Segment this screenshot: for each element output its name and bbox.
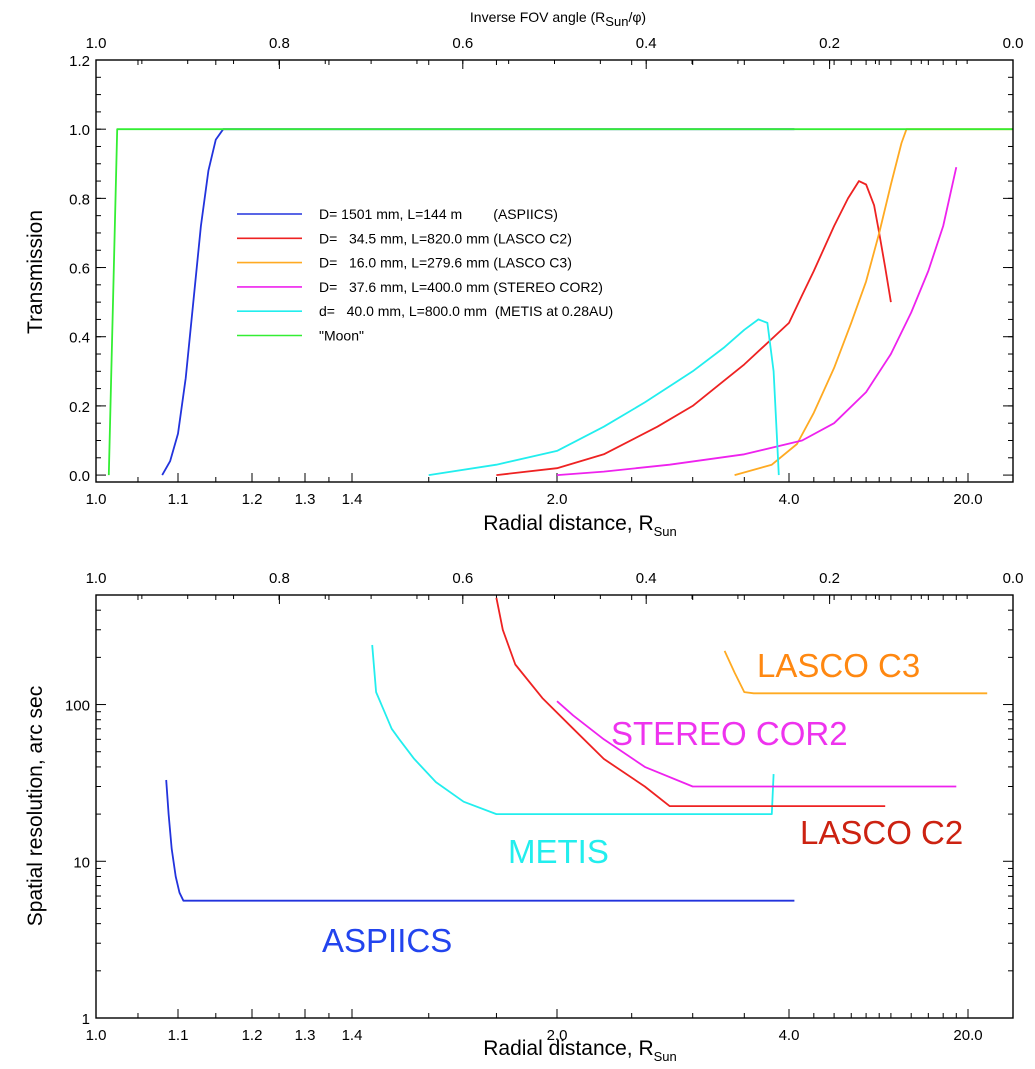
x-tick-label: 2.0 [547,491,568,508]
series-label-stereo-cor2: STEREO COR2 [611,715,848,752]
x-tick-label: 1.1 [168,491,189,508]
y-tick-label: 1.0 [69,122,90,139]
x-axis-title: Radial distance, RSun [483,1037,677,1064]
series-line-moon [107,128,1013,476]
x-tick-label: 4.0 [779,1027,800,1044]
y-tick-label: 0.2 [69,399,90,416]
legend-label: D= 16.0 mm, L=279.6 mm (LASCO C3) [319,255,572,271]
top-tick-label: 0.2 [819,570,840,587]
legend-label: D= 34.5 mm, L=820.0 mm (LASCO C2) [319,230,572,246]
y-tick-label: 1.2 [69,53,90,70]
top-tick-label: 0.8 [269,35,290,52]
legend-label: D= 37.6 mm, L=400.0 mm (STEREO COR2) [319,279,603,295]
x-tick-label: 1.1 [168,1027,189,1044]
series-group [165,597,988,902]
plot-frame [95,59,1014,483]
top-tick-label: 0.0 [1003,35,1024,52]
x-tick-label: 2.0 [547,1027,568,1044]
series-label-aspiics: ASPIICS [322,922,452,959]
series-labels: ASPIICS METIS LASCO C2 STEREO COR2 LASCO C3 [322,647,963,959]
x-tick-label: 4.0 [779,491,800,508]
y-axis-title: Spatial resolution, arc sec [24,686,47,926]
axes-ticks: 1.0 1.1 1.2 1.3 1.4 2.0 4.0 20.0 1.0 0.8 0.6 0.4 0.2… [65,570,1023,1044]
transmission-panel: Inverse FOV angle (RSun/φ) 1.0 1.1 1.2 1.3 1… [24,9,1023,539]
series-group [107,128,1013,476]
x-tick-label: 1.0 [86,1027,107,1044]
series-label-metis: METIS [508,833,609,870]
y-axis-title: Transmission [24,210,47,334]
series-label-lasco-c2: LASCO C2 [800,814,963,851]
y-tick-label: 100 [65,698,90,715]
top-axis-title: Inverse FOV angle (RSun/φ) [470,9,646,29]
top-tick-label: 0.2 [819,35,840,52]
series-line-lasco-c3 [723,650,988,695]
top-tick-label: 1.0 [86,35,107,52]
y-tick-label: 0.0 [69,468,90,485]
y-tick-label: 1 [82,1011,90,1028]
series-line-aspiics [165,779,795,902]
x-tick-label: 1.4 [342,491,363,508]
series-line-lasco-c2 [495,597,886,807]
x-axis-title: Radial distance, RSun [483,512,677,539]
y-tick-label: 0.6 [69,261,90,278]
x-tick-label: 1.2 [242,491,263,508]
series-line-d-1501-mm-l-144-m-aspiics [161,128,795,476]
top-tick-label: 0.4 [636,570,657,587]
top-tick-label: 0.4 [636,35,657,52]
series-line-d-34-5-mm-l-820-0-mm-lasco-c2 [496,180,892,476]
legend-label: d= 40.0 mm, L=800.0 mm (METIS at 0.28AU) [319,303,613,319]
legend-label: D= 1501 mm, L=144 m (ASPIICS) [319,206,558,222]
top-tick-label: 0.6 [452,570,473,587]
top-tick-label: 0.8 [269,570,290,587]
x-tick-label: 20.0 [953,491,982,508]
top-tick-label: 0.0 [1003,570,1024,587]
y-tick-label: 0.4 [69,330,90,347]
x-tick-label: 20.0 [953,1027,982,1044]
series-line-stereo-cor2 [556,700,957,788]
series-label-lasco-c3: LASCO C3 [757,647,920,684]
top-tick-label: 0.6 [452,35,473,52]
x-tick-label: 1.2 [242,1027,263,1044]
x-tick-label: 1.4 [342,1027,363,1044]
axes-ticks: 1.0 1.1 1.2 1.3 1.4 2.0 4.0 20.0 1.0 0.8 0.6 0.4 0.2… [69,35,1023,508]
legend-label: "Moon" [319,328,364,344]
y-tick-label: 10 [73,854,90,871]
x-tick-label: 1.3 [295,1027,316,1044]
series-line-d-16-0-mm-l-279-6-mm-lasco-c3 [734,128,1013,476]
spatial-resolution-panel: 1.0 1.1 1.2 1.3 1.4 2.0 4.0 20.0 1.0 0.8 0.6 0.4 0.2… [24,570,1023,1064]
series-line-d-40-0-mm-l-800-0-mm-metis-at-0-28au [428,318,780,476]
plot-frame [95,594,1014,1019]
series-line-metis [371,644,775,815]
x-tick-label: 1.0 [86,491,107,508]
x-tick-label: 1.3 [295,491,316,508]
top-tick-label: 1.0 [86,570,107,587]
legend: D= 1501 mm, L=144 m (ASPIICS) D= 34.5 mm,… [237,206,613,344]
y-tick-label: 0.8 [69,191,90,208]
series-line-d-37-6-mm-l-400-0-mm-stereo-cor2 [556,167,958,476]
